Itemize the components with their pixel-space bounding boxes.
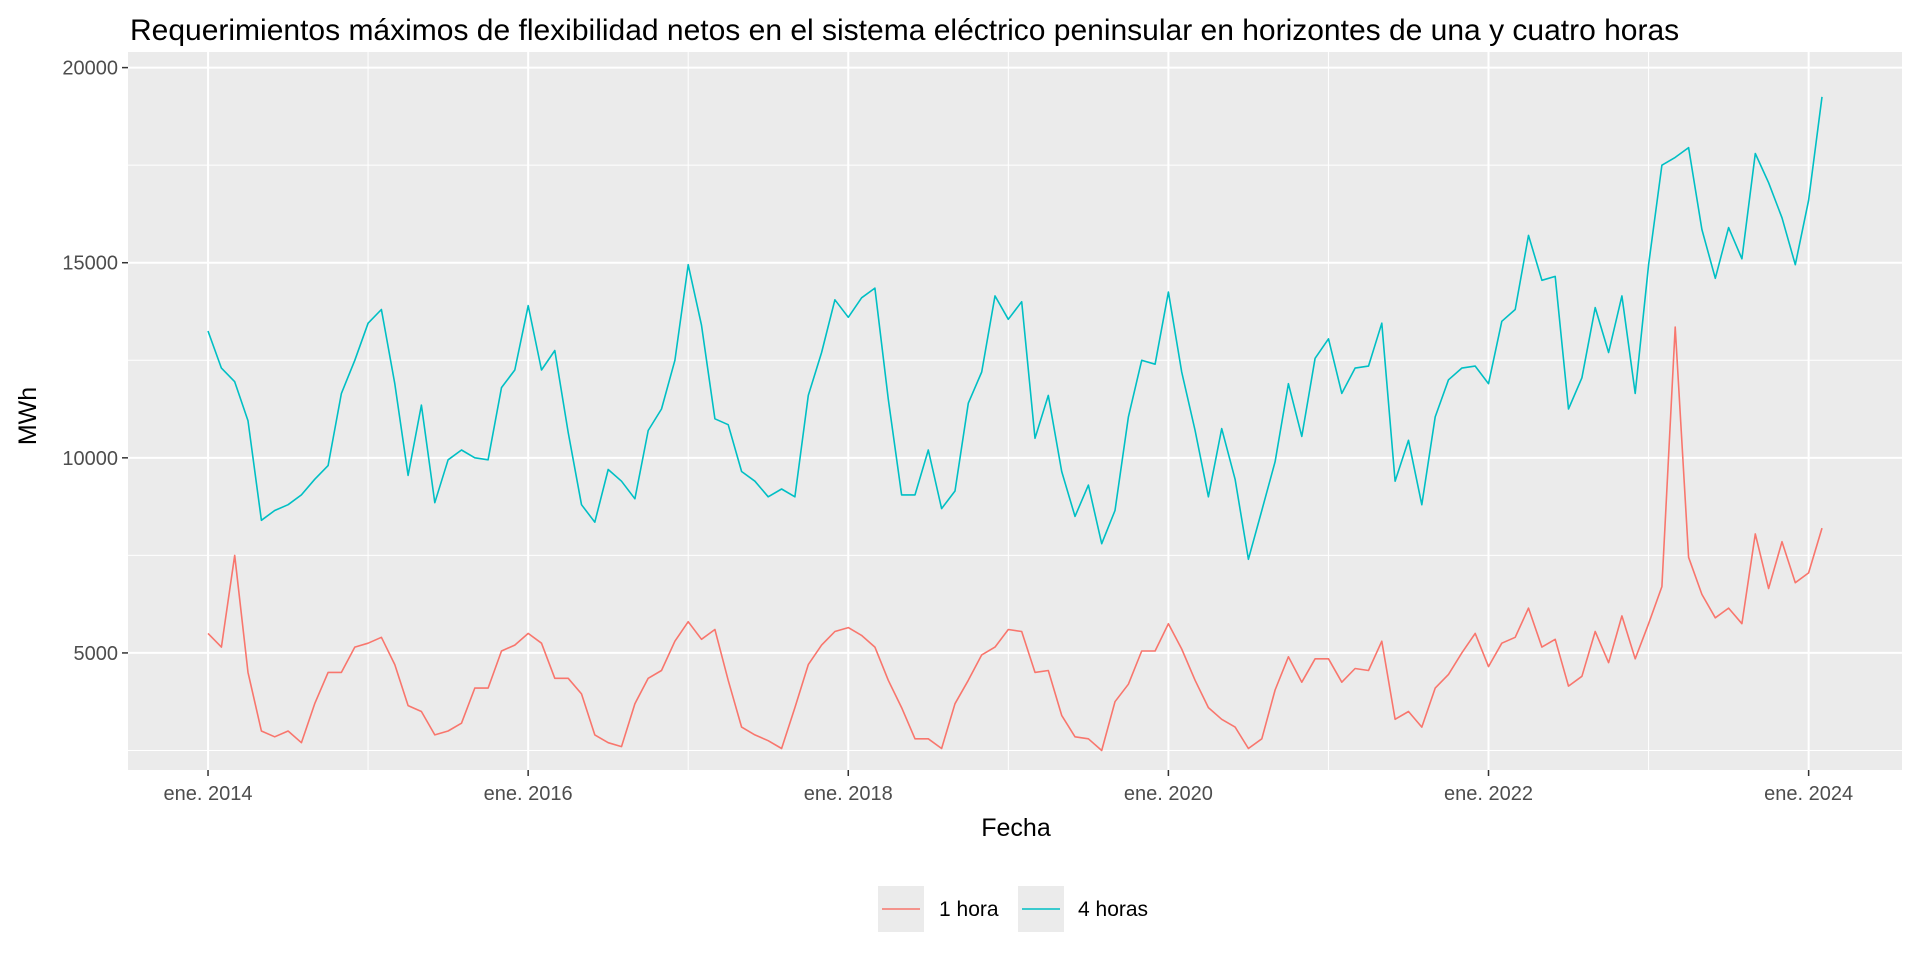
y-tick-label: 10000 <box>62 448 118 470</box>
x-tick-label: ene. 2020 <box>1124 783 1213 805</box>
x-tick-label: ene. 2024 <box>1764 783 1853 805</box>
legend: 1 hora 4 horas <box>878 886 1148 932</box>
legend-label: 1 hora <box>939 898 999 921</box>
x-tick-label: ene. 2022 <box>1444 783 1533 805</box>
chart-title: Requerimientos máximos de flexibilidad n… <box>130 14 1679 47</box>
legend-item: 1 hora <box>878 886 999 932</box>
legend-item: 4 horas <box>1018 886 1148 932</box>
series-lines <box>207 96 1823 752</box>
x-tick-label: ene. 2014 <box>164 783 253 805</box>
x-tick-label: ene. 2016 <box>484 783 573 805</box>
series-line-two <box>207 96 1823 561</box>
series-line-one <box>207 326 1823 752</box>
grid-minor <box>128 52 1902 770</box>
x-axis-label: Fecha <box>981 814 1051 842</box>
y-tick-label: 5000 <box>74 643 119 665</box>
x-tick-label: ene. 2018 <box>804 783 893 805</box>
y-axis: 5000 10000 15000 20000 <box>62 58 128 665</box>
y-tick-label: 15000 <box>62 253 118 275</box>
y-tick-label: 20000 <box>62 58 118 80</box>
grid-major <box>128 52 1902 770</box>
legend-label: 4 horas <box>1078 898 1148 921</box>
y-axis-label: MWh <box>14 387 42 445</box>
x-axis: ene. 2014 ene. 2016 ene. 2018 ene. 2020 ene.… <box>164 770 1853 805</box>
plot-panel <box>128 52 1902 770</box>
